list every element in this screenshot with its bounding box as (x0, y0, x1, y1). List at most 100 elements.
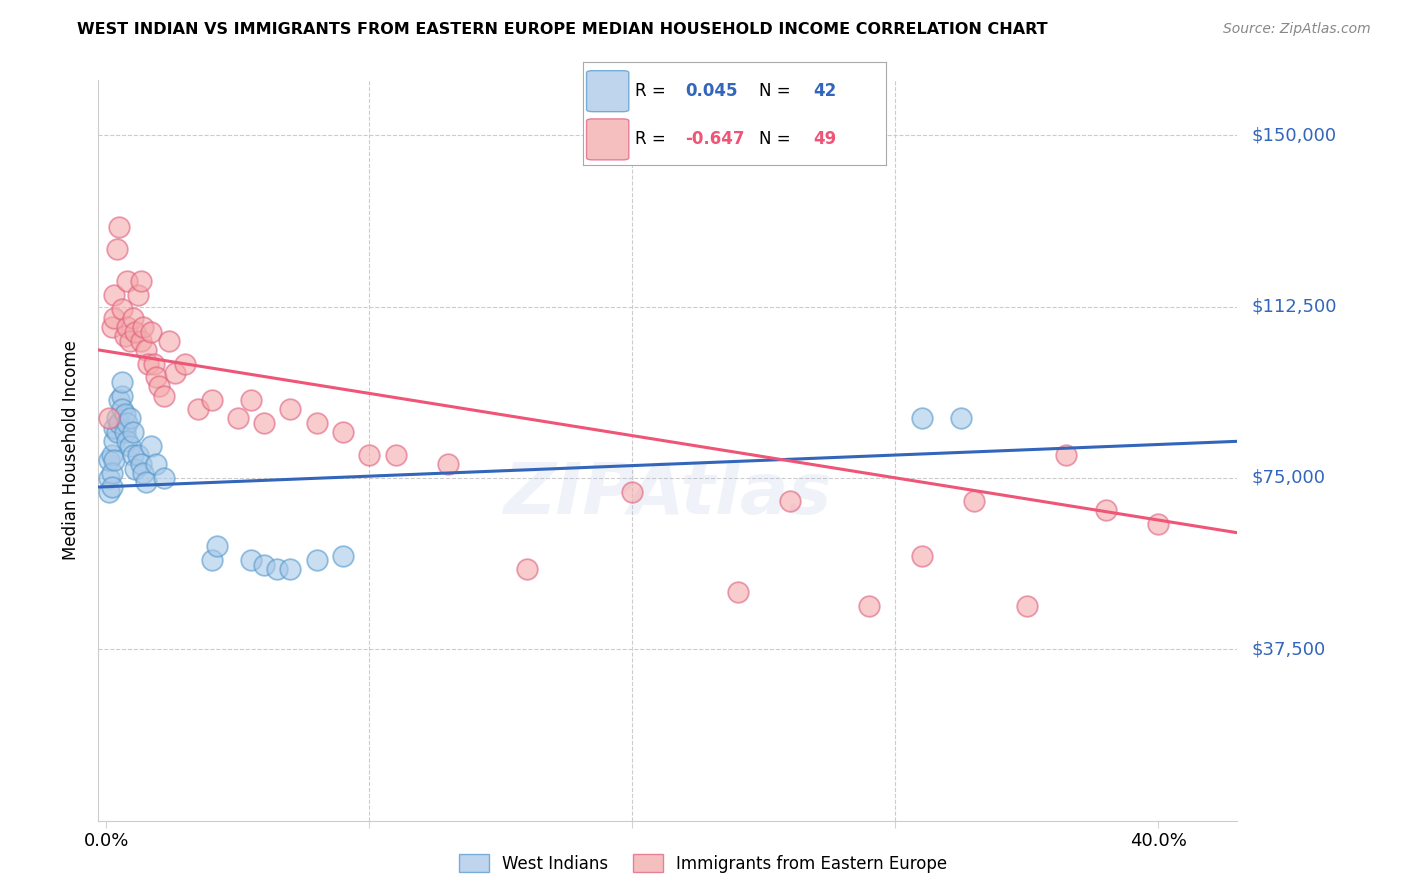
Point (332, 425, 354, 440)
Point (121, 448, 143, 462)
Point (153, 471, 176, 485)
Point (127, 288, 149, 302)
Text: R =: R = (636, 130, 671, 148)
Text: 49: 49 (813, 130, 837, 148)
Point (187, 402, 209, 417)
Point (950, 411, 973, 425)
Point (159, 334, 181, 348)
Text: Source: ZipAtlas.com: Source: ZipAtlas.com (1223, 22, 1371, 37)
Point (858, 599, 880, 613)
Point (139, 325, 162, 339)
Point (163, 366, 186, 380)
Text: N =: N = (759, 130, 796, 148)
Point (205, 540, 228, 554)
Point (97, 484, 120, 499)
Point (100, 480, 122, 494)
Text: $150,000: $150,000 (1251, 126, 1336, 145)
Point (100, 320, 122, 334)
Point (437, 457, 460, 471)
Point (174, 357, 197, 371)
Point (117, 274, 139, 288)
Text: WEST INDIAN VS IMMIGRANTS FROM EASTERN EUROPE MEDIAN HOUSEHOLD INCOME CORRELATIO: WEST INDIAN VS IMMIGRANTS FROM EASTERN E… (77, 22, 1047, 37)
FancyBboxPatch shape (586, 70, 628, 112)
Point (103, 420, 125, 434)
Point (332, 549, 354, 563)
Point (117, 416, 139, 430)
Point (200, 393, 222, 408)
Point (114, 425, 136, 440)
Point (129, 274, 152, 288)
Text: ZIPAtlas: ZIPAtlas (503, 460, 832, 529)
Y-axis label: Median Household Income: Median Household Income (62, 341, 80, 560)
Point (105, 243, 128, 257)
Point (305, 553, 328, 567)
Point (103, 452, 125, 467)
Point (114, 329, 136, 343)
Point (117, 320, 139, 334)
Legend: West Indians, Immigrants from Eastern Europe: West Indians, Immigrants from Eastern Eu… (451, 847, 955, 880)
Point (516, 562, 538, 576)
Point (621, 484, 644, 499)
Point (239, 553, 262, 567)
Point (97, 452, 120, 467)
Point (129, 457, 152, 471)
Point (97, 411, 120, 425)
Point (1094, 503, 1116, 517)
Point (105, 425, 128, 440)
Point (111, 375, 134, 389)
Point (108, 393, 131, 408)
Point (108, 219, 131, 234)
Point (111, 389, 134, 403)
Point (153, 389, 176, 403)
Point (121, 425, 143, 440)
Point (118, 411, 141, 425)
Point (135, 475, 157, 490)
Point (105, 411, 128, 425)
Point (253, 558, 276, 572)
Point (118, 439, 141, 453)
Point (779, 493, 801, 508)
Text: $37,500: $37,500 (1251, 640, 1326, 658)
Point (727, 585, 749, 599)
Point (100, 467, 122, 481)
Point (142, 357, 165, 371)
Point (384, 448, 406, 462)
Point (1054, 448, 1077, 462)
Point (108, 416, 131, 430)
Text: $112,500: $112,500 (1251, 298, 1337, 316)
Point (100, 448, 122, 462)
Point (103, 434, 125, 449)
Point (132, 320, 155, 334)
Point (253, 416, 276, 430)
Point (963, 493, 986, 508)
Point (103, 288, 125, 302)
Point (129, 334, 152, 348)
Point (200, 553, 222, 567)
Point (305, 416, 328, 430)
Point (97, 471, 120, 485)
Point (1015, 599, 1038, 613)
Point (114, 407, 136, 421)
Point (111, 402, 134, 417)
Point (145, 370, 167, 384)
Point (145, 457, 167, 471)
Text: 42: 42 (813, 82, 837, 100)
Point (118, 334, 141, 348)
Point (280, 562, 302, 576)
Point (226, 411, 249, 425)
Point (280, 402, 302, 417)
Point (239, 393, 262, 408)
Text: N =: N = (759, 82, 796, 100)
Point (266, 562, 288, 576)
Point (132, 467, 155, 481)
Point (121, 310, 143, 325)
Point (148, 379, 170, 393)
Text: R =: R = (636, 82, 671, 100)
Point (359, 448, 381, 462)
Point (138, 357, 160, 371)
Point (135, 343, 157, 357)
Point (117, 434, 139, 449)
Point (1147, 516, 1170, 531)
FancyBboxPatch shape (586, 119, 628, 160)
Point (139, 439, 162, 453)
